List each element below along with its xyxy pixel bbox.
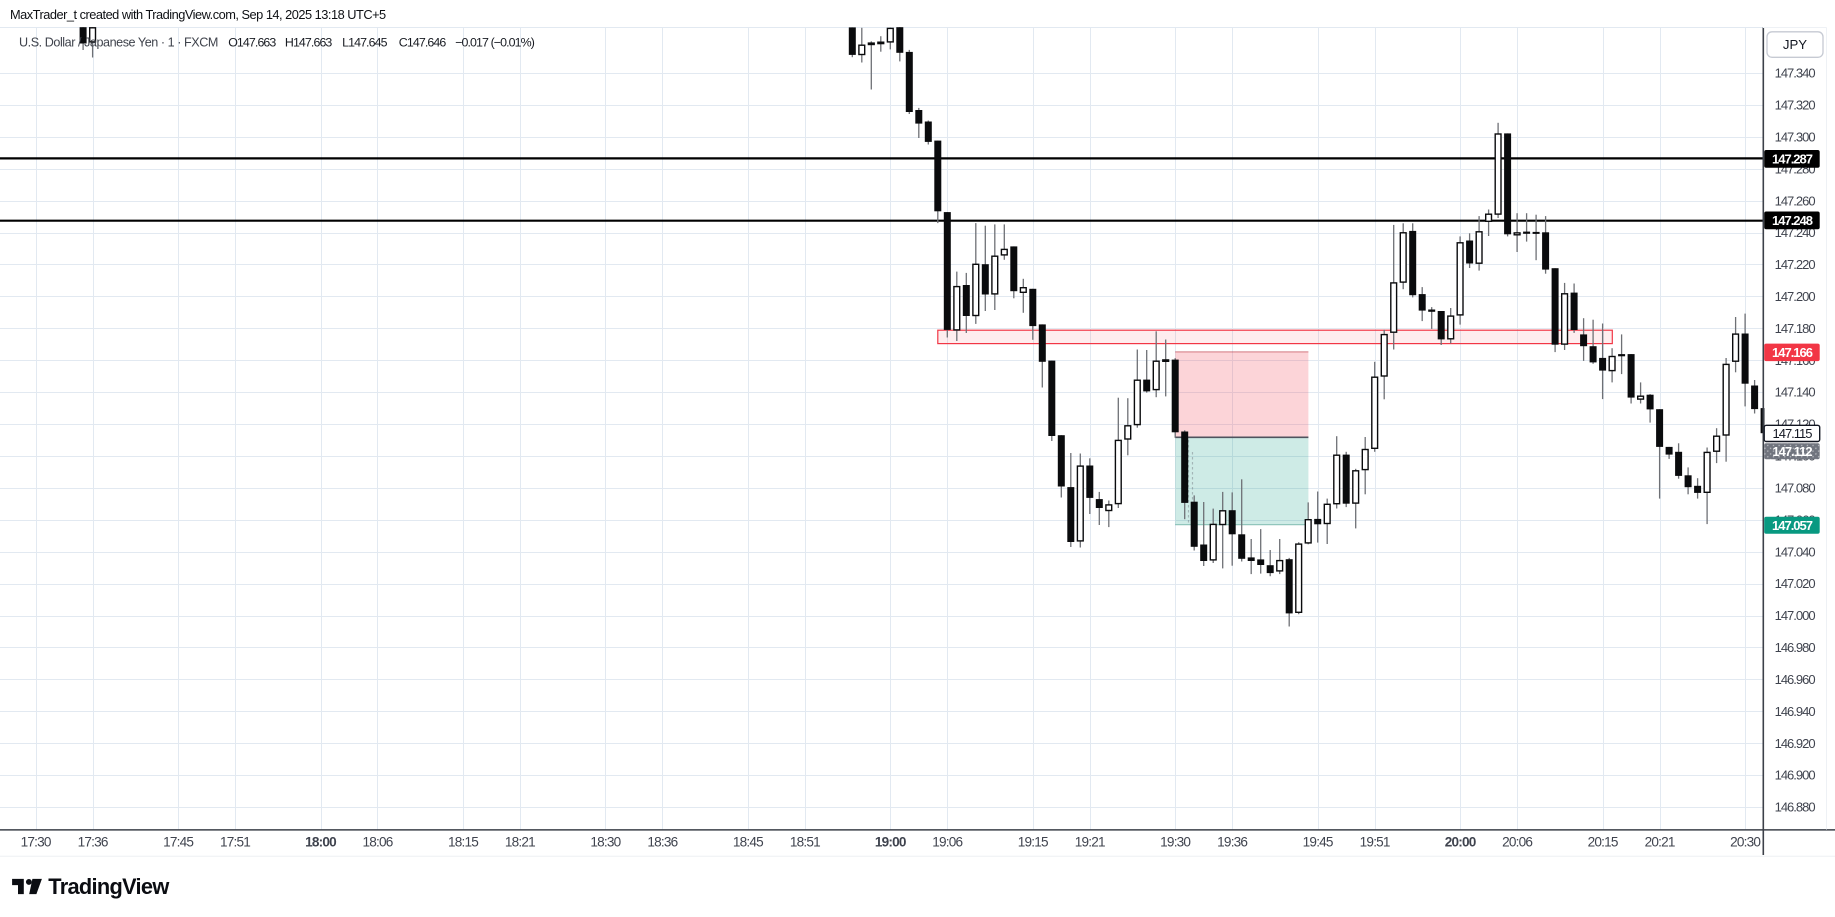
svg-text:146.940: 146.940 [1775, 704, 1816, 719]
svg-text:147.180: 147.180 [1775, 321, 1816, 336]
svg-text:19:15: 19:15 [1018, 835, 1048, 850]
svg-text:146.920: 146.920 [1775, 736, 1816, 751]
svg-text:U.S. Dollar / Japanese Yen · 1: U.S. Dollar / Japanese Yen · 1 · FXCM [19, 36, 218, 50]
svg-text:17:45: 17:45 [163, 835, 193, 850]
svg-text:20:06: 20:06 [1502, 835, 1532, 850]
svg-text:146.960: 146.960 [1775, 672, 1816, 687]
svg-text:19:21: 19:21 [1075, 835, 1105, 850]
svg-text:18:06: 18:06 [362, 835, 392, 850]
svg-text:147.200: 147.200 [1775, 289, 1816, 304]
svg-text:18:51: 18:51 [790, 835, 820, 850]
svg-text:20:21: 20:21 [1645, 835, 1675, 850]
svg-text:17:51: 17:51 [220, 835, 250, 850]
svg-text:17:30: 17:30 [21, 835, 52, 850]
svg-text:MaxTrader_t created with Tradi: MaxTrader_t created with TradingView.com… [10, 7, 386, 22]
svg-text:147.166: 147.166 [1772, 345, 1813, 360]
svg-text:19:30: 19:30 [1160, 835, 1191, 850]
svg-text:147.040: 147.040 [1775, 544, 1816, 559]
svg-text:19:51: 19:51 [1360, 835, 1390, 850]
svg-text:JPY: JPY [1783, 37, 1807, 52]
svg-text:147.112: 147.112 [1772, 444, 1812, 459]
svg-text:147.057: 147.057 [1772, 518, 1813, 533]
svg-text:19:36: 19:36 [1217, 835, 1247, 850]
svg-text:19:00: 19:00 [875, 835, 906, 850]
svg-text:19:06: 19:06 [932, 835, 962, 850]
svg-text:147.260: 147.260 [1775, 193, 1816, 208]
svg-text:19:45: 19:45 [1303, 835, 1333, 850]
svg-text:147.320: 147.320 [1775, 98, 1816, 113]
svg-text:147.115: 147.115 [1772, 426, 1812, 441]
svg-text:147.340: 147.340 [1775, 66, 1816, 81]
svg-text:20:00: 20:00 [1445, 835, 1476, 850]
svg-text:18:21: 18:21 [505, 835, 535, 850]
svg-text:147.300: 147.300 [1775, 129, 1816, 144]
svg-text:20:30: 20:30 [1730, 835, 1761, 850]
svg-text:18:15: 18:15 [448, 835, 478, 850]
svg-text:20:15: 20:15 [1588, 835, 1618, 850]
svg-text:146.880: 146.880 [1775, 800, 1816, 815]
svg-text:TradingView: TradingView [48, 874, 169, 899]
svg-text:147.020: 147.020 [1775, 576, 1816, 591]
svg-text:146.900: 146.900 [1775, 768, 1816, 783]
svg-text:L147.645: L147.645 [342, 36, 387, 50]
svg-text:147.140: 147.140 [1775, 385, 1816, 400]
svg-text:C147.646: C147.646 [399, 36, 447, 50]
svg-text:18:36: 18:36 [647, 835, 677, 850]
svg-text:147.287: 147.287 [1772, 152, 1813, 167]
svg-text:18:30: 18:30 [590, 835, 621, 850]
svg-text:17:36: 17:36 [78, 835, 108, 850]
svg-text:147.220: 147.220 [1775, 257, 1816, 272]
svg-text:−0.017 (−0.01%): −0.017 (−0.01%) [455, 36, 535, 50]
svg-text:18:00: 18:00 [305, 835, 336, 850]
svg-text:147.000: 147.000 [1775, 608, 1816, 623]
svg-text:18:45: 18:45 [733, 835, 763, 850]
svg-text:147.080: 147.080 [1775, 481, 1816, 496]
svg-text:146.980: 146.980 [1775, 640, 1816, 655]
svg-text:O147.663: O147.663 [228, 36, 276, 50]
svg-text:147.248: 147.248 [1772, 213, 1813, 228]
svg-text:H147.663: H147.663 [285, 36, 333, 50]
